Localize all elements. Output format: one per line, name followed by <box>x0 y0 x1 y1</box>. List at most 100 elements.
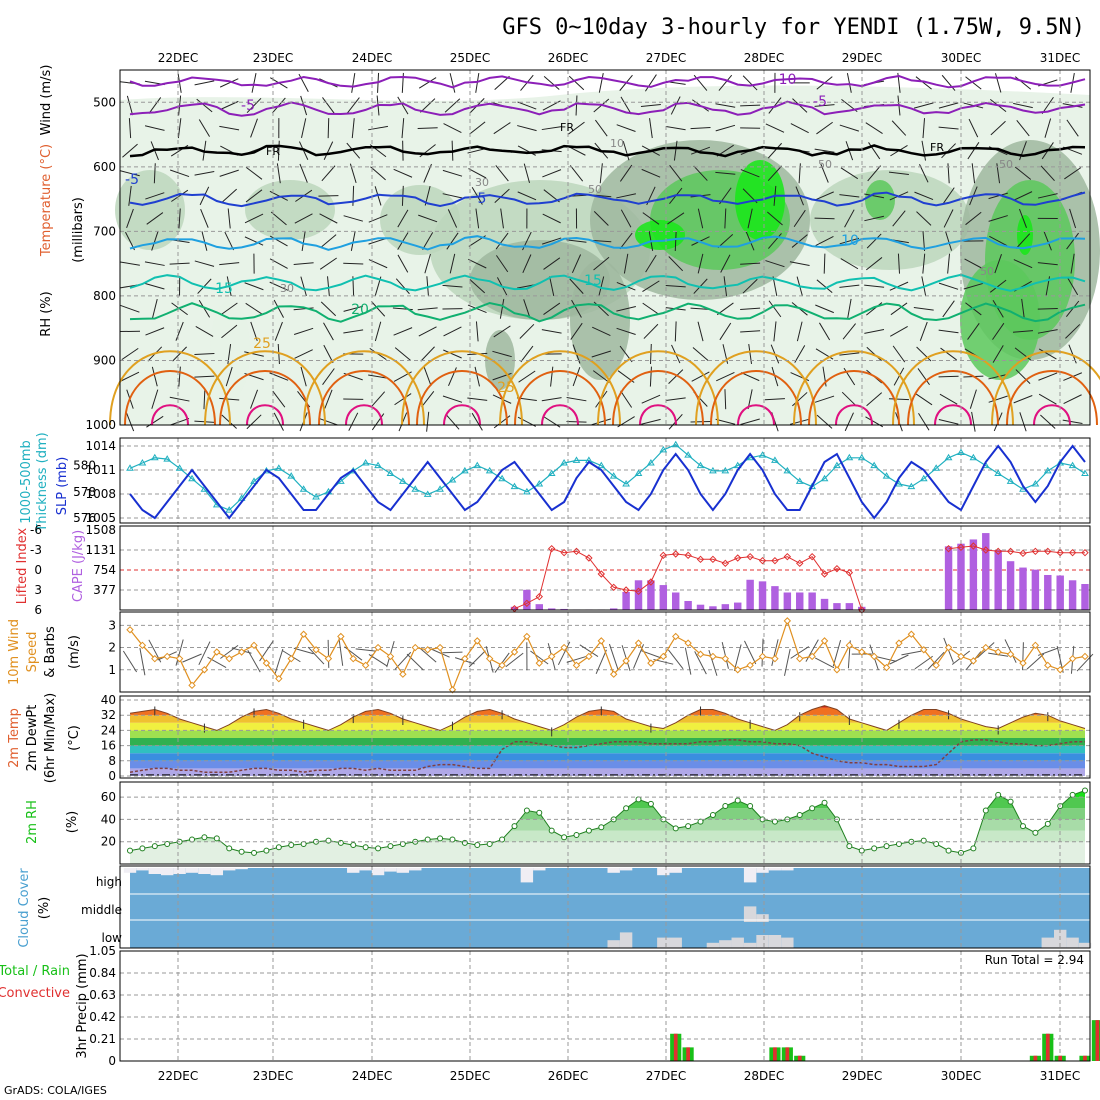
wind-barb-10-645 <box>245 189 263 203</box>
wind-barb-16-925 <box>322 368 335 385</box>
wind-barb-72-925 <box>1015 369 1031 384</box>
wind-barb-52-855 <box>773 321 777 342</box>
cape-bar-45 <box>684 600 692 610</box>
wind-barb-0-505 <box>126 95 134 116</box>
wind10-barb-1 <box>139 648 146 676</box>
wind-barb-62-785 <box>889 281 909 291</box>
wind-barb-0-890 <box>121 347 139 361</box>
date-top-1: 23DEC <box>253 51 293 65</box>
slp-ytick-1008: 1008 <box>85 487 116 501</box>
wind-barb-62-540 <box>891 120 907 136</box>
thickness-point-36 <box>572 456 581 463</box>
thickness-point-25 <box>436 485 444 492</box>
wind-barb-74-715 <box>1043 231 1052 251</box>
wind-barb-4-470 <box>177 72 182 93</box>
temp-contour-label-9: 25 <box>253 336 271 352</box>
wind10-barb-44 <box>667 649 684 670</box>
wind-barb-26-890 <box>443 349 462 359</box>
contour-minus5 <box>129 100 1086 117</box>
rh2m-point-21 <box>387 843 394 850</box>
wind-barb-60-820 <box>866 302 883 316</box>
wind-barb-72-960 <box>1013 395 1033 404</box>
wind10-barb-37 <box>579 644 599 657</box>
cloud_high_pct-bar-19 <box>359 868 372 871</box>
lifted-index-point-69 <box>982 546 990 554</box>
freezing-label-1: FR <box>560 121 574 134</box>
wind-barb-34-470 <box>543 75 560 90</box>
wind-barb-34-820 <box>543 302 561 315</box>
wind10-point-35 <box>560 643 568 652</box>
wind-barb-60-680 <box>864 215 885 222</box>
thickness-point-1 <box>138 459 147 466</box>
rh2m-point-17 <box>337 839 344 846</box>
rh2m-ytick-20: 20 <box>101 835 116 849</box>
cloud_low_pct-bar-43 <box>657 937 670 948</box>
wind10-barb-55 <box>805 639 819 662</box>
wind-barb-34-855 <box>541 329 562 334</box>
wind10-barb-23 <box>406 653 424 671</box>
lifted-index-point-58 <box>845 568 854 577</box>
wind-barb-26-470 <box>449 73 456 93</box>
precip-conv-bar-52 <box>773 1047 777 1061</box>
cape-ytick-1131: 1131 <box>85 543 116 557</box>
contour-bl-25-6 <box>695 350 817 426</box>
wind-barb-20-540 <box>368 125 388 131</box>
wind-barb-18-995 <box>348 412 359 431</box>
wind10-barb-15 <box>307 646 325 665</box>
lifted-index-point-41 <box>634 587 643 596</box>
wind-barb-44-575 <box>673 140 678 161</box>
lifted-index-point-54 <box>796 559 804 568</box>
wind-barb-40-505 <box>620 96 632 115</box>
wind-barb-48-960 <box>724 389 727 410</box>
wind-barb-6-540 <box>198 119 210 137</box>
contour-bl-35-7 <box>835 404 873 426</box>
thickness-point-33 <box>535 479 544 487</box>
cape-frame <box>119 525 1091 611</box>
wind-barb-56-645 <box>815 191 834 201</box>
wind-barb-66-960 <box>939 393 958 405</box>
wind10-barb-26 <box>442 651 463 654</box>
wind10-point-76 <box>1068 654 1077 663</box>
wind10-point-65 <box>932 661 940 670</box>
wind10-point-15 <box>312 646 320 654</box>
thickness-point-42 <box>647 459 655 466</box>
cloud_mid_pct-bar-51 <box>756 914 769 922</box>
wind10-point-50 <box>746 661 754 670</box>
cape-bar-47 <box>709 606 717 610</box>
wind-barb-58-715 <box>839 237 860 245</box>
wind10-barb-10 <box>247 649 261 673</box>
precip-conv-bar-44 <box>673 1033 678 1061</box>
slp-label: SLP (mb) <box>55 457 70 516</box>
temp-band-7 <box>130 715 1085 723</box>
wind-barb-44-855 <box>674 321 677 342</box>
wind-barb-64-540 <box>922 118 926 139</box>
wind-barb-64-820 <box>913 307 934 311</box>
wind-barb-18-470 <box>351 72 356 93</box>
date-bottom-9: 31DEC <box>1040 1069 1080 1083</box>
wind-barb-74-645 <box>1037 193 1058 199</box>
cloud_high_pct-bar-23 <box>409 868 422 871</box>
rh2m-point-30 <box>499 836 506 843</box>
wind-barb-70-925 <box>988 373 1009 380</box>
wind10-point-4 <box>175 654 184 663</box>
wind10-point-47 <box>709 652 717 661</box>
wind-barb-2-680 <box>146 212 164 225</box>
temp-contour-label-0: -10 <box>774 72 797 88</box>
wind-barb-44-750 <box>668 256 684 272</box>
cloud-background <box>130 868 1090 948</box>
rh-contour-label-5: 50 <box>980 265 994 278</box>
lifted-index-point-55 <box>808 552 816 561</box>
wind-barb-0-995 <box>125 412 135 432</box>
wind10-barb-51 <box>761 638 764 667</box>
wind-barb-74-855 <box>1037 329 1058 334</box>
wind-barb-30-750 <box>495 255 509 273</box>
temp2m-ytick-24: 24 <box>101 723 116 737</box>
wind-barb-36-540 <box>568 121 585 135</box>
wind10-barb-12 <box>274 648 284 675</box>
wind-barb-22-610 <box>393 168 413 178</box>
wind-barb-50-995 <box>740 418 760 425</box>
thickness-point-2 <box>150 453 159 461</box>
wind-barb-60-785 <box>864 284 885 288</box>
wind10-barb-56 <box>814 657 835 669</box>
wind-barb-56-855 <box>819 322 831 341</box>
